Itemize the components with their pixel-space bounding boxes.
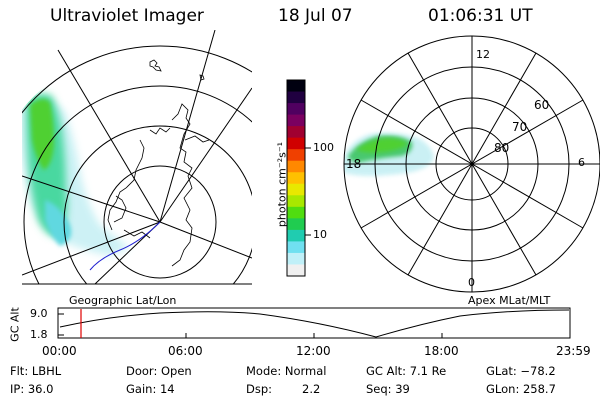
colorbar-cell (287, 229, 305, 242)
colorbar-cell (287, 206, 305, 219)
mlat-label-70: 70 (512, 120, 528, 134)
colorbar-cell (287, 252, 305, 265)
colorbar-cell (287, 114, 305, 127)
orbit-plot-ylabel: GC Alt (8, 307, 22, 342)
mlt-label-12: 12 (476, 48, 490, 61)
orbit-plot-yticks (58, 313, 64, 336)
mlt-spokes (344, 36, 600, 292)
orbit-xtick-2: 12:00 (296, 344, 331, 358)
orbit-plot-ytick-bottom: 1.8 (30, 328, 48, 341)
date-label: 18 Jul 07 (278, 6, 353, 26)
glon-info: GLon: 258.7 (486, 382, 556, 396)
dsp-info-value: 2.2 (302, 382, 321, 396)
orbit-plot-xticks (185, 333, 443, 338)
gcalt-info: GC Alt: 7.1 Re (366, 364, 447, 378)
orbit-xtick-0: 00:00 (42, 344, 77, 358)
orbit-plot (57, 307, 571, 339)
mlt-label-18: 18 (346, 157, 362, 171)
colorbar-cell (287, 103, 305, 116)
aurora-emission-left (22, 93, 130, 256)
colorbar-cell (287, 91, 305, 104)
instrument-title: Ultraviolet Imager (50, 6, 204, 26)
colorbar-cell (287, 218, 305, 231)
orbit-xtick-1: 06:00 (168, 344, 203, 358)
colorbar-cell (287, 126, 305, 139)
mode-info: Mode: Normal (246, 364, 327, 378)
colorbar-label-10: 10 (313, 228, 327, 241)
colorbar-cell (287, 160, 305, 173)
altitude-curve (59, 309, 570, 338)
orbit-xtick-4: 23:59 (556, 344, 591, 358)
time-label: 01:06:31 UT (428, 6, 533, 26)
mlat-mlt-map (343, 35, 600, 293)
colorbar-cell (287, 80, 305, 93)
seq-info: Seq: 39 (366, 382, 410, 396)
colorbar-label-100: 100 (313, 141, 334, 154)
colorbar-unit-label: photon cm⁻²s⁻¹ (275, 141, 289, 228)
terminator-line (89, 221, 161, 271)
gain-info: Gain: 14 (126, 382, 175, 396)
colorbar (286, 79, 311, 277)
colorbar-cell (287, 264, 305, 277)
colorbar-cell (287, 149, 305, 162)
geographic-map (22, 30, 252, 284)
coastline (107, 59, 210, 267)
colorbar-cell (287, 241, 305, 254)
dsp-info-label: Dsp: (246, 382, 273, 396)
colorbar-cell (287, 137, 305, 150)
ip-info: IP: 36.0 (10, 382, 54, 396)
orbit-xtick-3: 18:00 (424, 344, 459, 358)
colorbar-cell (287, 195, 305, 208)
colorbar-cell (287, 183, 305, 196)
mlt-label-6: 6 (578, 156, 585, 169)
flt-info: Flt: LBHL (10, 364, 62, 378)
mlt-label-0: 0 (468, 276, 475, 289)
door-info: Door: Open (126, 364, 192, 378)
mlat-label-60: 60 (534, 98, 550, 112)
aurora-emission-right (344, 132, 434, 176)
geographic-label: Geographic Lat/Lon (69, 294, 177, 307)
latitude-grid (22, 45, 252, 284)
colorbar-cell (287, 172, 305, 185)
mlat-label-80: 80 (494, 141, 510, 155)
meridian-grid (22, 30, 252, 284)
apex-label: Apex MLat/MLT (468, 294, 551, 307)
orbit-plot-ytick-top: 9.0 (30, 307, 48, 320)
glat-info: GLat: −78.2 (486, 364, 556, 378)
